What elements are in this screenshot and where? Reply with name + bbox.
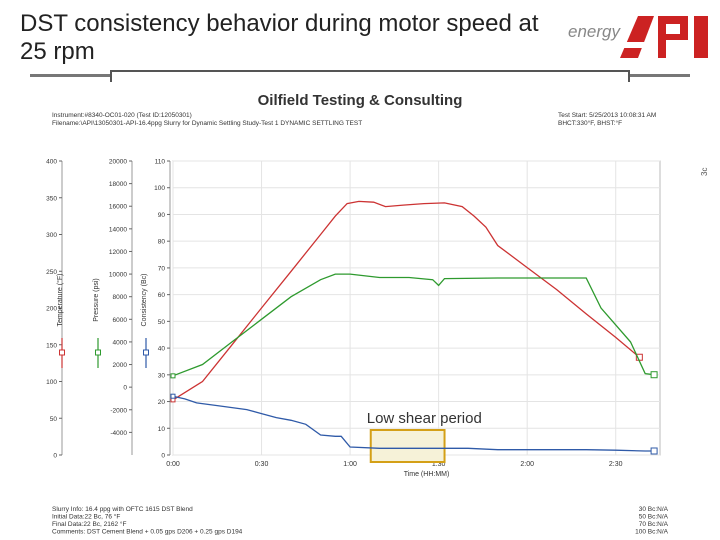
x-axis-label: Time (HH:MM) xyxy=(404,471,450,478)
temperature-tick-label: 50 xyxy=(50,416,58,423)
footer-right-line: 100 Bc:N/A xyxy=(635,529,669,536)
temperature-tick-label: 400 xyxy=(46,159,57,166)
consistency-tick-label: 10 xyxy=(158,426,166,433)
temperature-legend-marker xyxy=(59,349,65,356)
x-tick-label: 0:00 xyxy=(166,461,180,468)
slide-title: DST consistency behavior during motor sp… xyxy=(20,10,539,65)
pressure-end-marker xyxy=(650,371,658,379)
consistency-tick-label: 50 xyxy=(158,319,166,326)
consistency-tick-label: 20 xyxy=(158,399,166,406)
consistency-tick-label: 0 xyxy=(161,453,165,460)
consistency-tick-label: 110 xyxy=(155,159,166,166)
consistency-legend-marker xyxy=(143,349,149,356)
pressure-tick-label: 10000 xyxy=(109,272,127,279)
temperature-series-line xyxy=(172,200,640,401)
footer-left: Slurry Info: 16.4 ppg with OFTC 1615 DST… xyxy=(52,506,243,536)
consistency-end-marker xyxy=(650,447,658,455)
test-start: Test Start: 5/25/2013 10:08:31 AM xyxy=(558,112,656,119)
consistency-tick-label: 100 xyxy=(154,185,165,192)
consistency-tick-label: 30 xyxy=(158,372,166,379)
consistency-series-line xyxy=(172,395,655,452)
temperature-tick-label: 0 xyxy=(53,453,57,460)
pressure-series-line xyxy=(172,273,655,377)
pressure-tick-label: 12000 xyxy=(109,249,127,256)
filename-line: Filename:\API\13050301-API-16.4ppg Slurr… xyxy=(52,120,362,127)
pressure-tick-label: 18000 xyxy=(109,181,127,188)
footer-right-line: 50 Bc:N/A xyxy=(639,514,669,521)
x-tick-label: 2:00 xyxy=(520,461,534,468)
x-tick-label: 2:30 xyxy=(609,461,623,468)
footer-right-line: 30 Bc:N/A xyxy=(639,506,669,513)
dst-chart: Oilfield Testing & Consulting Instrument… xyxy=(40,85,690,536)
pressure-tick-label: 14000 xyxy=(109,226,127,233)
consistency-start-marker xyxy=(170,393,176,399)
logo-energy-text: energy xyxy=(568,22,620,41)
instrument-line: Instrument:#8340-OC01-020 (Test ID:12050… xyxy=(52,112,192,119)
series-layer xyxy=(170,200,658,455)
consistency-tick-label: 90 xyxy=(158,212,166,219)
pressure-tick-label: 2000 xyxy=(113,362,128,369)
chart-frame xyxy=(110,70,630,82)
pressure-legend-marker xyxy=(95,349,101,356)
grid-layer xyxy=(172,160,661,456)
pressure-tick-label: 8000 xyxy=(113,294,128,301)
footer-right-line: 70 Bc:N/A xyxy=(639,521,669,528)
footer-left-line: Final Data:22 Bc, 2162 °F xyxy=(52,520,127,528)
low-shear-box xyxy=(369,429,446,463)
low-shear-label: Low shear period xyxy=(367,410,482,427)
pressure-tick-label: -4000 xyxy=(110,430,127,437)
pressure-tick-label: 0 xyxy=(123,385,127,392)
report-company: Oilfield Testing & Consulting xyxy=(258,92,463,109)
footer-left-line: Slurry Info: 16.4 ppg with OFTC 1615 DST… xyxy=(52,506,193,513)
footer-left-line: Initial Data:22 Bc, 76 °F xyxy=(52,513,120,521)
consistency-tick-label: 60 xyxy=(158,292,166,299)
temperature-tick-label: 100 xyxy=(46,379,57,386)
consistency-tick-label: 40 xyxy=(158,346,166,353)
consistency-tick-label: 80 xyxy=(158,239,166,246)
temperature-tick-label: 300 xyxy=(46,232,57,239)
temperature-tick-label: 350 xyxy=(46,195,57,202)
annotation-layer: Low shear period xyxy=(367,410,482,463)
consistency-axis-label: Consistency (Bc) xyxy=(141,274,148,327)
pressure-tick-label: 4000 xyxy=(113,339,128,346)
temperature-tick-label: 250 xyxy=(46,269,57,276)
pressure-tick-label: -2000 xyxy=(110,407,127,414)
consistency-tick-label: 70 xyxy=(158,265,166,272)
pressure-start-marker xyxy=(170,373,176,379)
pressure-tick-label: 20000 xyxy=(109,159,127,166)
api-logo-icon xyxy=(620,16,708,58)
x-tick-label: 0:30 xyxy=(255,461,269,468)
pressure-tick-label: 16000 xyxy=(109,204,127,211)
x-tick-label: 1:30 xyxy=(432,461,446,468)
footer-left-line: Comments: DST Cement Blend + 0.05 gps D2… xyxy=(52,529,243,536)
temperature-axis-label: Temperature (°F) xyxy=(56,274,64,327)
x-tick-label: 1:00 xyxy=(343,461,357,468)
company-logo: energy xyxy=(566,12,716,62)
pressure-axis-label: Pressure (psi) xyxy=(93,278,100,322)
bhct-line: BHCT:330°F, BHST:°F xyxy=(558,119,622,127)
axes-layer: 0:00 0:30 1:00 1:30 2:00 2:30 Time (HH:MM) 0 50 1… xyxy=(46,159,623,479)
temperature-tick-label: 200 xyxy=(46,306,57,313)
temperature-tick-label: 150 xyxy=(46,342,57,349)
chart-background xyxy=(40,85,690,535)
pressure-tick-label: 6000 xyxy=(113,317,128,324)
